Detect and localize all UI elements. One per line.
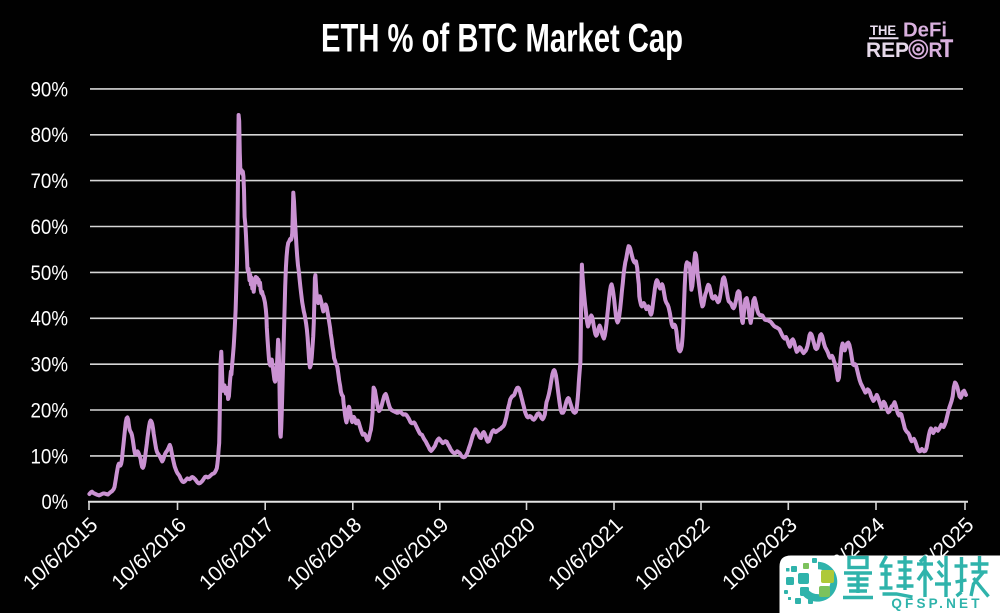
svg-text:50%: 50% [31,262,69,285]
svg-text:THE: THE [870,22,896,38]
svg-text:QFSP.NET: QFSP.NET [891,596,982,611]
svg-text:0%: 0% [42,491,69,514]
svg-text:REP: REP [866,39,909,62]
svg-text:30%: 30% [31,354,69,377]
svg-text:80%: 80% [31,124,69,147]
svg-text:DeFi: DeFi [903,20,947,42]
svg-text:20%: 20% [31,399,69,422]
svg-text:ETH % of BTC Market Cap: ETH % of BTC Market Cap [321,17,683,61]
svg-text:40%: 40% [31,308,69,331]
svg-text:R: R [929,39,943,62]
svg-text:60%: 60% [31,216,69,239]
svg-text:90%: 90% [31,78,69,101]
svg-text:70%: 70% [31,170,69,193]
svg-text:10%: 10% [31,445,69,468]
